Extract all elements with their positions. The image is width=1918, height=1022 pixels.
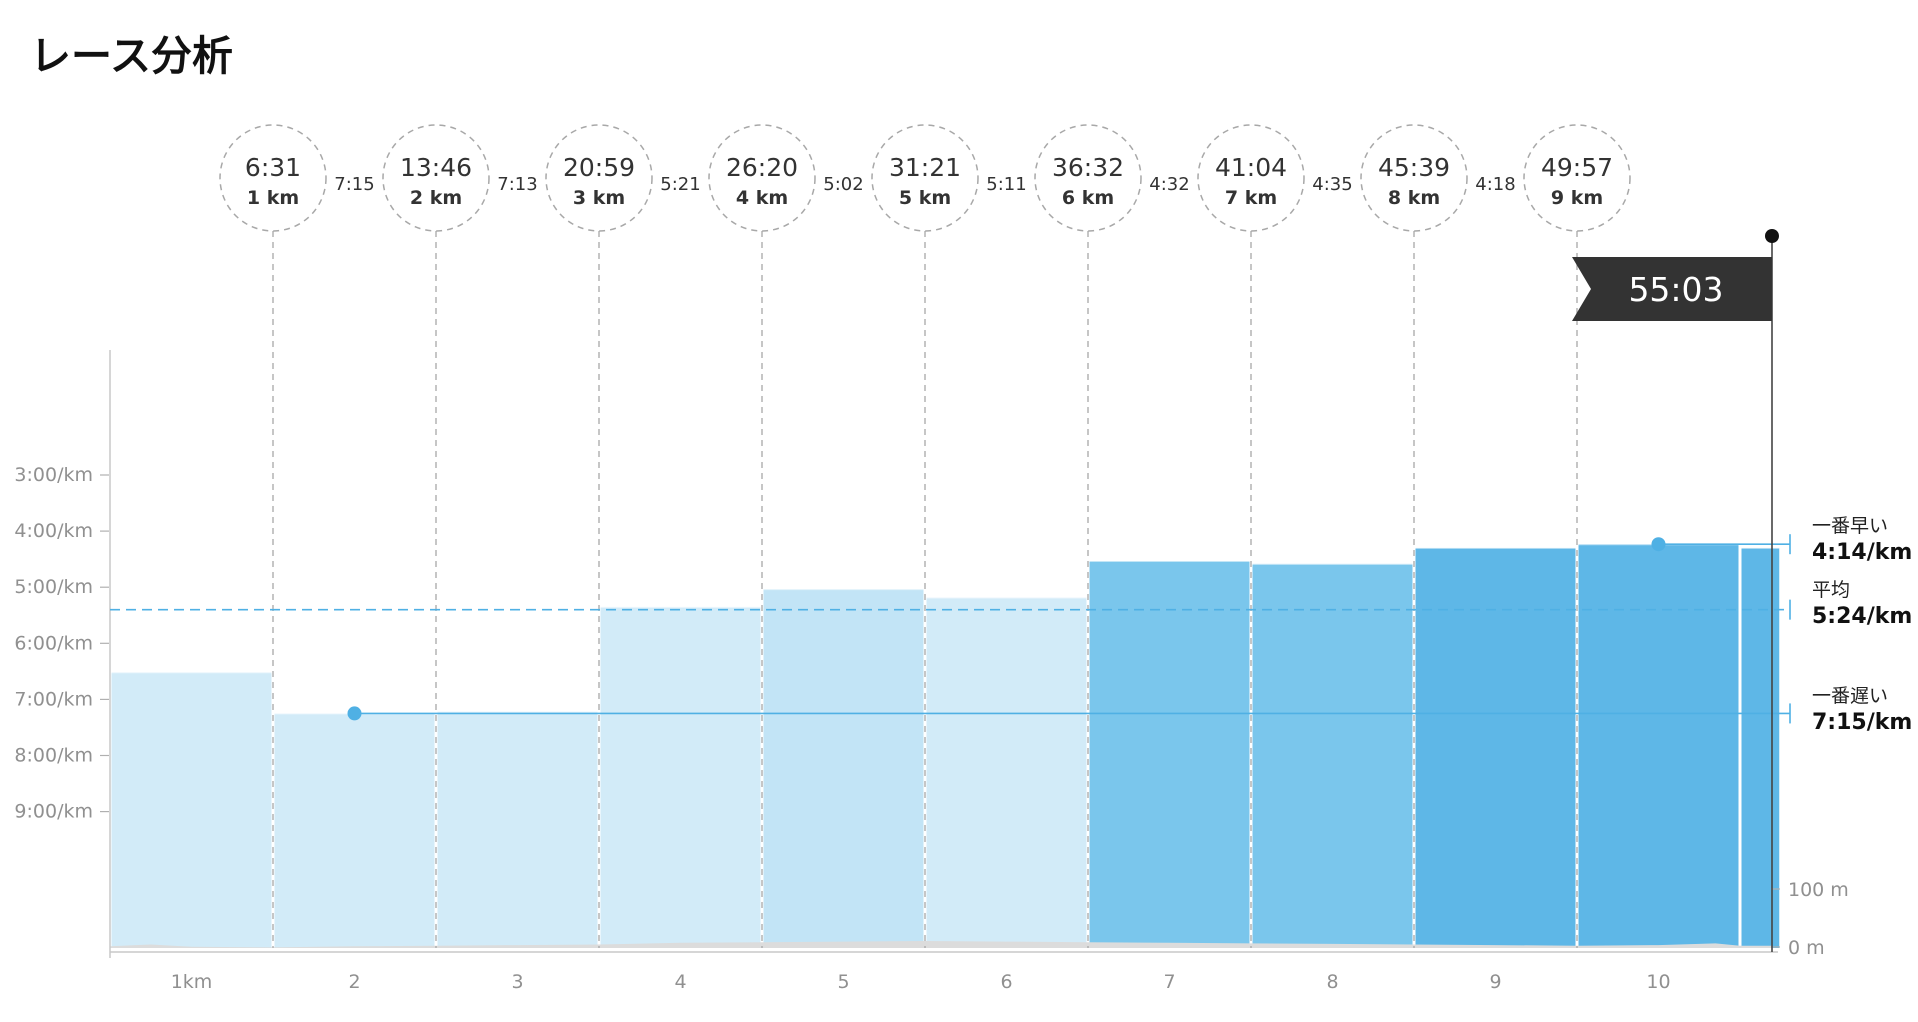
split-marker-circle	[219, 124, 327, 232]
pace-bar-km-5	[763, 589, 924, 948]
x-tick-label: 10	[1646, 971, 1670, 993]
pace-bar-km-4	[600, 606, 761, 948]
pace-tick-label: 8:00/km	[14, 745, 93, 767]
pace-bar-km-10	[1578, 544, 1739, 948]
pace-summary-labels: 一番早い 4:14/km 平均 5:24/km 一番遅い 7:15/km	[1812, 515, 1912, 735]
split-marker-time: 49:57	[1541, 153, 1613, 182]
split-marker-time: 41:04	[1215, 153, 1287, 182]
elevation-tick-label: 0 m	[1788, 937, 1825, 959]
x-tick-label: 8	[1326, 971, 1338, 993]
slowest-pace-dot	[347, 706, 362, 721]
x-tick-label: 3	[511, 971, 523, 993]
segment-pace-label: 5:02	[823, 174, 863, 195]
pace-bar-km-3	[437, 711, 598, 948]
finish-time: 55:03	[1628, 270, 1723, 309]
split-marker-distance: 6 km	[1062, 187, 1114, 209]
pace-bar-km-10.25	[1741, 547, 1780, 948]
segment-pace-label: 7:13	[497, 174, 537, 195]
pace-tick-label: 5:00/km	[14, 576, 93, 598]
segment-pace-label: 4:35	[1312, 174, 1352, 195]
page-title: レース分析	[30, 32, 233, 80]
average-pace-caption: 平均	[1812, 579, 1850, 601]
fastest-pace-dot	[1651, 537, 1666, 552]
split-marker-time: 36:32	[1052, 153, 1124, 182]
split-marker-time: 13:46	[400, 153, 472, 182]
split-marker-distance: 1 km	[247, 187, 299, 209]
x-tick-label: 2	[348, 971, 360, 993]
split-marker-distance: 9 km	[1551, 187, 1603, 209]
fastest-pace-caption: 一番早い	[1812, 515, 1888, 537]
x-tick-label: 7	[1163, 971, 1175, 993]
segment-pace-label: 4:18	[1475, 174, 1515, 195]
pace-bars	[111, 543, 1780, 948]
x-tick-label: 9	[1489, 971, 1501, 993]
x-tick-label: 6	[1000, 971, 1012, 993]
average-pace-value: 5:24/km	[1812, 604, 1912, 629]
x-tick-label: 4	[674, 971, 686, 993]
split-markers: 6:31 1 km 13:46 2 km 20:59 3 km 26:20 4 km 31:21…	[219, 124, 1631, 232]
slowest-pace-value: 7:15/km	[1812, 710, 1912, 735]
split-marker-time: 6:31	[245, 153, 301, 182]
x-tick-label: 5	[837, 971, 849, 993]
split-marker-circle	[708, 124, 816, 232]
axes: 3:00/km 4:00/km 5:00/km 6:00/km 7:00/km 8:00/…	[14, 350, 1849, 993]
elevation-area	[110, 941, 1773, 948]
pace-tick-label: 3:00/km	[14, 464, 93, 486]
pace-tick-label: 4:00/km	[14, 520, 93, 542]
pace-bar-km-7	[1089, 561, 1250, 948]
segment-pace-label: 5:21	[660, 174, 700, 195]
split-marker-distance: 2 km	[410, 187, 462, 209]
split-marker-circle	[1360, 124, 1468, 232]
split-marker-circle	[545, 124, 653, 232]
split-marker-distance: 8 km	[1388, 187, 1440, 209]
split-marker-distance: 3 km	[573, 187, 625, 209]
x-tick-label: 1km	[171, 971, 213, 993]
pace-bar-km-2	[274, 713, 435, 948]
finish-flag-banner	[1572, 257, 1772, 321]
elevation-tick-label: 100 m	[1788, 879, 1849, 901]
split-marker-time: 26:20	[726, 153, 798, 182]
split-marker-distance: 7 km	[1225, 187, 1277, 209]
split-marker-distance: 5 km	[899, 187, 951, 209]
split-marker-circle	[871, 124, 979, 232]
split-marker-time: 45:39	[1378, 153, 1450, 182]
split-marker-circle	[1034, 124, 1142, 232]
pace-bar-km-9	[1415, 547, 1576, 948]
segment-pace-label: 7:15	[334, 174, 374, 195]
finish-flag-pole-top	[1765, 229, 1779, 243]
slowest-pace-caption: 一番遅い	[1812, 685, 1888, 707]
pace-tick-label: 6:00/km	[14, 632, 93, 654]
split-marker-distance: 4 km	[736, 187, 788, 209]
pace-bar-km-1	[111, 672, 272, 948]
segment-pace-label: 4:32	[1149, 174, 1189, 195]
reference-lines	[110, 534, 1791, 724]
finish-flag: 55:03	[1572, 229, 1779, 952]
split-marker-time: 20:59	[563, 153, 635, 182]
split-marker-circle	[1523, 124, 1631, 232]
pace-tick-label: 7:00/km	[14, 688, 93, 710]
pace-bar-km-8	[1252, 563, 1413, 948]
pace-bar-km-6	[926, 597, 1087, 948]
fastest-pace-value: 4:14/km	[1812, 540, 1912, 565]
split-guides	[272, 231, 1578, 948]
elevation-profile	[110, 941, 1773, 948]
split-marker-time: 31:21	[889, 153, 961, 182]
segment-pace-label: 5:11	[986, 174, 1026, 195]
pace-tick-label: 9:00/km	[14, 801, 93, 823]
split-marker-circle	[382, 124, 490, 232]
split-marker-circle	[1197, 124, 1305, 232]
